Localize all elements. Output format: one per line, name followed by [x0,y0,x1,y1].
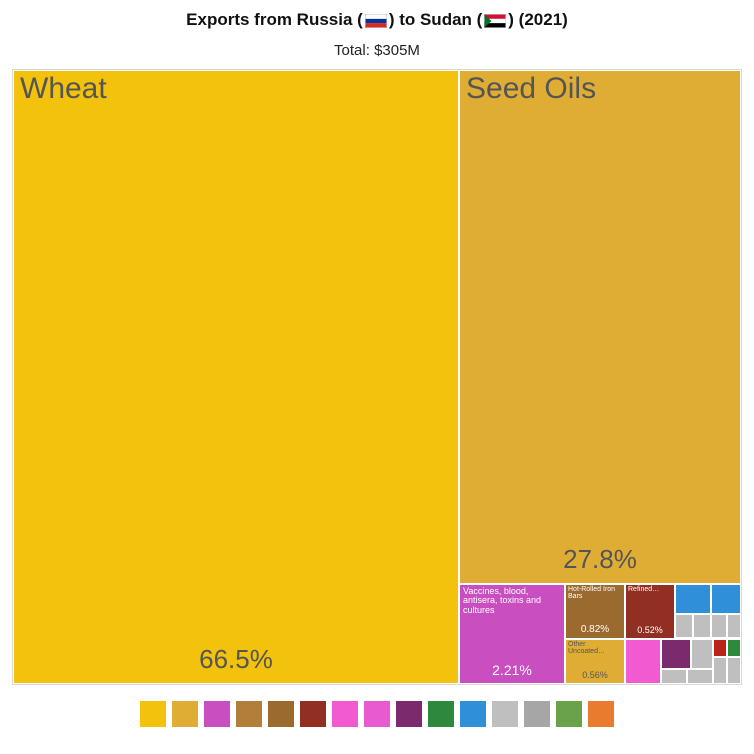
treemap-cell-c_grn[interactable] [727,639,741,657]
cell-name: Seed Oils [466,73,596,105]
cell-pct: 0.82% [566,625,624,636]
cell-name: Other Uncoated… [568,641,622,656]
treemap-cell-c_sm2[interactable] [687,669,713,684]
treemap-cell-c_g1[interactable] [675,614,693,638]
legend-swatch-2[interactable] [204,701,230,727]
chart-title: Exports from Russia ( ) to Sudan ( ) (2021… [6,10,748,30]
legend-swatch-10[interactable] [460,701,486,727]
legend-swatch-7[interactable] [364,701,390,727]
treemap-cell-c_g3[interactable] [711,614,727,638]
treemap-cell-wheat[interactable]: Wheat 66.5% [13,70,459,684]
title-text-2: ) to Sudan ( [389,10,482,29]
legend-swatch-6[interactable] [332,701,358,727]
cell-pct: 2.21% [460,663,564,678]
treemap-chart: Wheat 66.5% Seed Oils 27.8% Vaccines, blood,… [12,69,742,685]
treemap-cell-c_purp[interactable] [661,639,691,669]
treemap-cell-c_sm1[interactable] [661,669,687,684]
cell-name: Vaccines, blood, antisera, toxins and cu… [463,587,561,615]
cell-name: Refined… [628,586,672,593]
cell-pct: 27.8% [460,546,740,573]
treemap-cell-vaccines[interactable]: Vaccines, blood, antisera, toxins and cu… [459,584,565,684]
cell-pct: 0.56% [566,671,624,680]
title-text-1: Exports from Russia ( [186,10,363,29]
flag-russia-icon [365,14,387,28]
treemap-cell-c_sm4[interactable] [727,657,741,684]
cell-name: Hot-Rolled Iron Bars [568,586,622,601]
treemap-cell-c_g2[interactable] [693,614,711,638]
legend-swatch-4[interactable] [268,701,294,727]
treemap-cell-c_blue1[interactable] [675,584,711,614]
treemap-cell-seedoils[interactable]: Seed Oils 27.8% [459,70,741,584]
legend-swatch-5[interactable] [300,701,326,727]
cell-name: Wheat [20,73,107,105]
treemap-cell-refined[interactable]: Refined… 0.52% [625,584,675,639]
legend-swatch-1[interactable] [172,701,198,727]
treemap-cell-c_red[interactable] [713,639,727,657]
chart-subtitle: Total: $305M [6,42,748,59]
legend-swatch-12[interactable] [524,701,550,727]
treemap-cell-c_grey5[interactable] [691,639,713,669]
legend-swatch-0[interactable] [140,701,166,727]
treemap-cell-c_blue2[interactable] [711,584,741,614]
legend [6,701,748,727]
legend-swatch-13[interactable] [556,701,582,727]
flag-sudan-icon [484,14,506,28]
treemap-cell-c_sm3[interactable] [713,657,727,684]
treemap-cell-uncoated[interactable]: Other Uncoated… 0.56% [565,639,625,684]
treemap-cell-ironbars[interactable]: Hot-Rolled Iron Bars 0.82% [565,584,625,639]
legend-swatch-8[interactable] [396,701,422,727]
legend-swatch-14[interactable] [588,701,614,727]
cell-pct: 0.52% [626,626,674,635]
treemap-cell-c_g4[interactable] [727,614,741,638]
legend-swatch-3[interactable] [236,701,262,727]
cell-pct: 66.5% [14,646,458,673]
legend-swatch-11[interactable] [492,701,518,727]
legend-swatch-9[interactable] [428,701,454,727]
title-text-3: ) (2021) [508,10,568,29]
treemap-cell-c_pink[interactable] [625,639,661,684]
